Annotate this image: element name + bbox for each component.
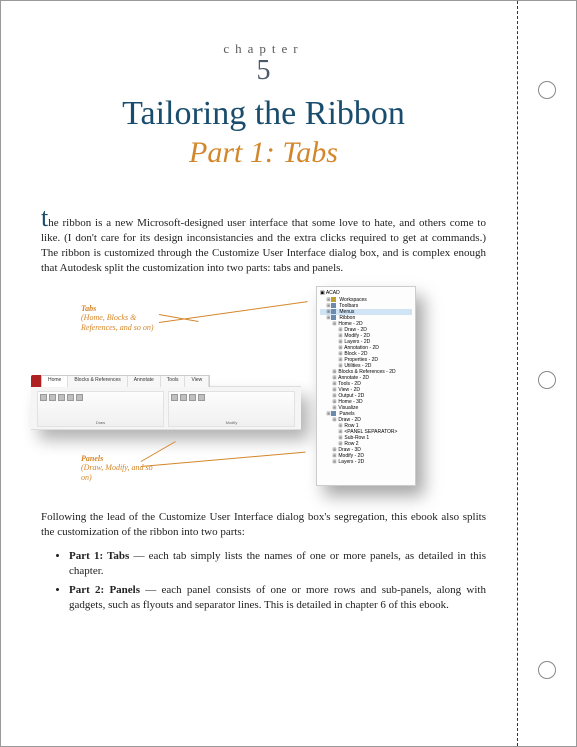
tree-root: ▣ ACAD: [320, 290, 412, 296]
callout-tabs-body: (Home, Blocks & References, and so on): [81, 313, 161, 332]
ribbon-tabbar: HomeBlocks & ReferencesAnnotateToolsView: [41, 375, 210, 387]
ribbon-tab: Tools: [161, 376, 186, 387]
list-item: Part 1: Tabs — each tab simply lists the…: [69, 549, 486, 579]
ribbon-strip: HomeBlocks & ReferencesAnnotateToolsView: [31, 386, 301, 430]
chapter-number: 5: [41, 55, 486, 87]
callout-tabs-head: Tabs: [81, 304, 161, 314]
chapter-subtitle: Part 1: Tabs: [41, 136, 486, 170]
ribbon-panels-row: [37, 391, 295, 427]
parts-list: Part 1: Tabs — each tab simply lists the…: [41, 549, 486, 612]
binder-hole: [538, 81, 556, 99]
chapter-title: Tailoring the Ribbon: [41, 95, 486, 132]
ribbon-figure: Tabs (Home, Blocks & References, and so …: [41, 286, 486, 496]
list-item: Part 2: Panels — each panel consists of …: [69, 583, 486, 613]
leader-line: [159, 301, 308, 323]
callout-tabs: Tabs (Home, Blocks & References, and so …: [81, 304, 161, 333]
part1-body: — each tab simply lists the names of one…: [69, 550, 486, 577]
leader-line: [141, 451, 305, 466]
page-content: chapter 5 Tailoring the Ribbon Part 1: T…: [41, 41, 486, 726]
intro-paragraph: the ribbon is a new Microsoft-designed u…: [41, 210, 486, 275]
ribbon-panel-draw: [37, 391, 164, 427]
binder-hole: [538, 661, 556, 679]
tree-item: ⊞ Layers - 2D: [320, 459, 412, 465]
ribbon-tab: View: [185, 376, 209, 387]
ribbon-tab: Blocks & References: [68, 376, 127, 387]
callout-panels: Panels (Draw, Modify, and so on): [81, 454, 161, 483]
ribbon-tab: Home: [42, 376, 68, 387]
ribbon-tab: Annotate: [128, 376, 161, 387]
binder-hole: [538, 371, 556, 389]
part2-head: Part 2: Panels: [69, 584, 140, 596]
binding-perforation: [517, 1, 518, 746]
cui-tree-panel: ▣ ACAD ⊞ Workspaces⊞ Toolbars⊞ Menus⊞ Ri…: [316, 286, 416, 486]
intro-text: he ribbon is a new Microsoft-designed us…: [41, 217, 486, 274]
ribbon-panel-modify: [168, 391, 295, 427]
part1-head: Part 1: Tabs: [69, 550, 129, 562]
paragraph-2: Following the lead of the Customize User…: [41, 510, 486, 540]
app-button: [31, 375, 41, 387]
